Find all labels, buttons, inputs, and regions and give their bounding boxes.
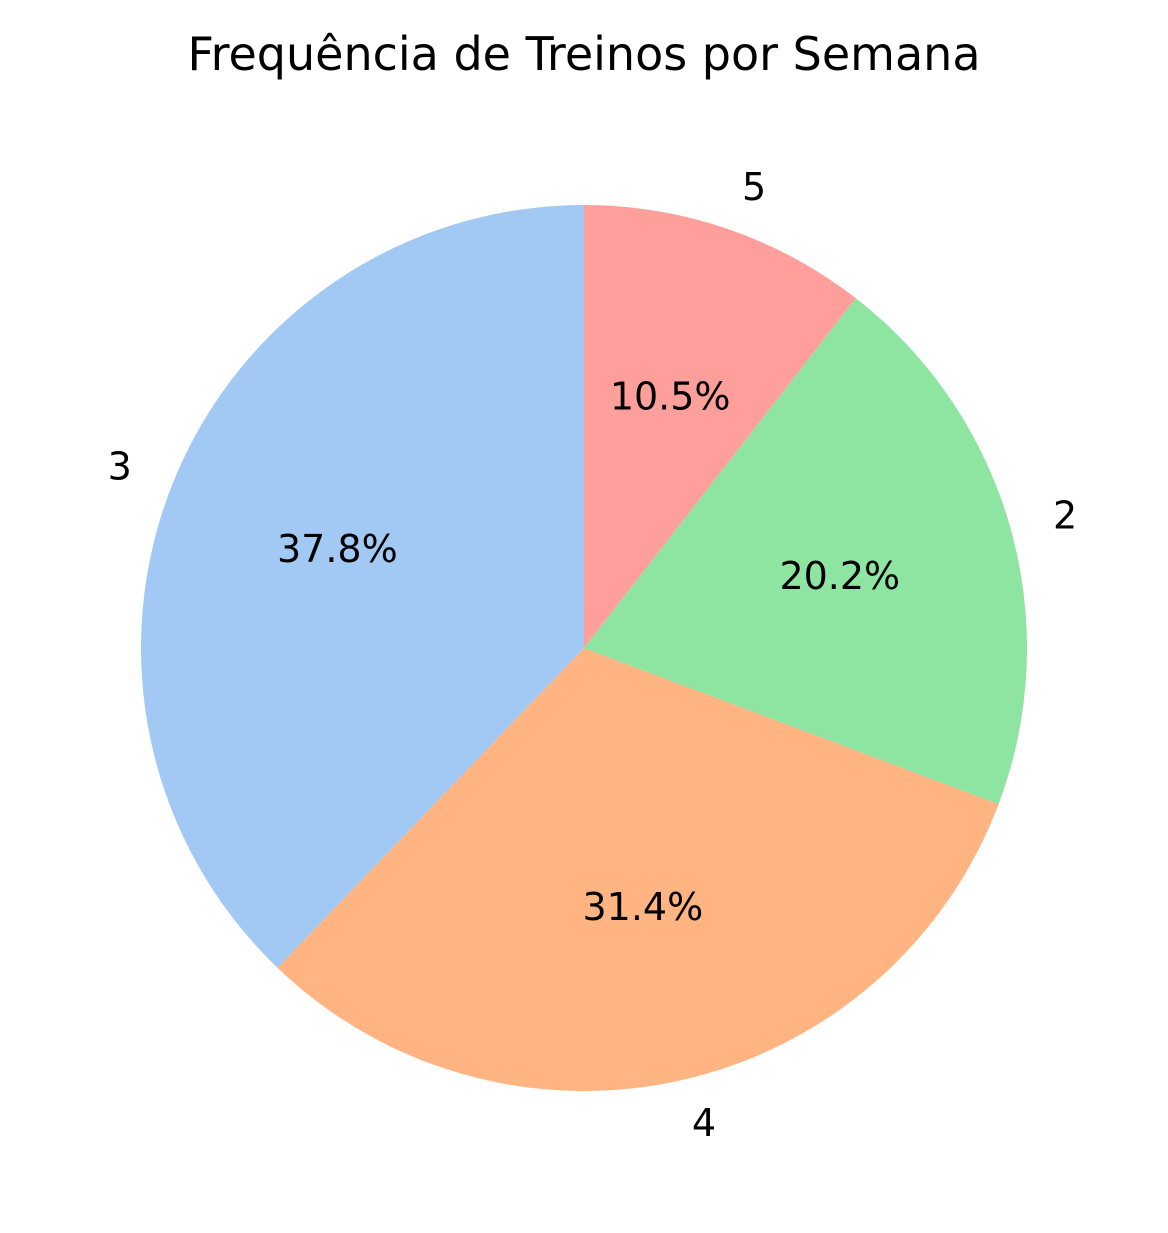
pct-label-4: 31.4% [582, 885, 703, 929]
pct-label-3: 37.8% [277, 527, 398, 571]
slice-label-4: 4 [692, 1101, 716, 1145]
slice-label-3: 3 [108, 444, 132, 488]
slice-label-5: 5 [742, 165, 766, 209]
pct-label-5: 10.5% [610, 375, 731, 419]
chart-title: Frequência de Treinos por Semana [187, 27, 980, 81]
slice-label-2: 2 [1053, 494, 1077, 538]
pie-slices [141, 205, 1027, 1091]
pct-label-2: 20.2% [779, 554, 900, 598]
